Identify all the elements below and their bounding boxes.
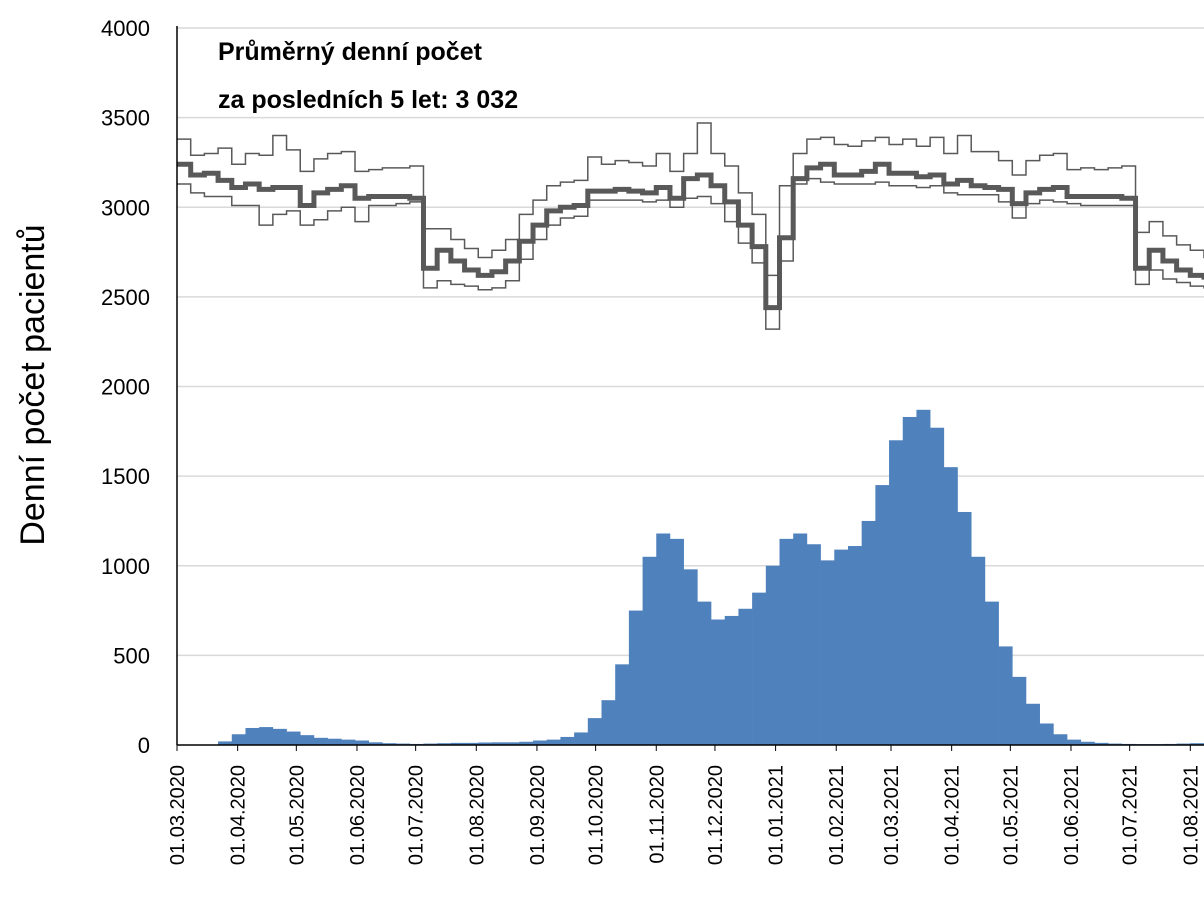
x-tick-label: 01.07.2020 [406,765,428,865]
bar [916,409,931,745]
annotation: Průměrný denní počet [218,38,483,66]
bar [861,520,876,745]
bar [656,533,671,745]
y-axis-label: Denní počet pacientů [14,224,52,545]
step-line [177,177,1204,330]
x-tick-label: 01.06.2021 [1061,765,1083,865]
bar [300,735,315,745]
bar [957,511,972,745]
bar [327,738,342,745]
x-tick-label: 01.05.2020 [286,765,308,865]
x-tick-label: 01.05.2021 [1000,765,1022,865]
bar [752,592,767,745]
bar [368,742,383,745]
bar [806,544,821,745]
annotation: za posledních 5 let: 3 032 [218,86,518,114]
x-tick-label: 01.12.2020 [705,765,727,865]
y-tick-label: 0 [138,733,150,758]
bar [642,556,657,745]
bar [615,664,630,745]
step-line [177,122,1204,277]
bar [259,727,274,745]
bar [902,416,917,745]
bar [574,732,589,745]
bar [1067,739,1082,745]
bar [245,727,260,745]
bar [1080,741,1095,745]
x-tick-label: 01.04.2021 [942,765,964,865]
bar [286,731,301,745]
bar [1094,742,1109,745]
bar [875,485,890,745]
bar [313,737,328,745]
bar [546,739,561,745]
y-tick-label: 500 [113,643,150,668]
bar [218,741,233,745]
bar [1190,743,1204,745]
bar [793,533,808,745]
x-tick-label: 01.11.2020 [646,765,668,864]
bar [1025,703,1040,745]
bar [560,736,575,745]
bar [231,734,246,745]
bar [834,549,849,745]
bar [669,538,684,745]
y-tick-label: 2000 [101,375,150,400]
y-tick-label: 4000 [101,16,150,41]
bar [820,560,835,745]
bar [1053,734,1068,745]
bar [724,615,739,745]
bar [519,741,534,745]
bar [491,742,506,745]
bar [711,619,726,745]
bar [628,610,643,745]
x-tick-label: 01.08.2020 [466,765,488,865]
bar [738,608,753,745]
bar [437,743,452,745]
bar [464,742,479,745]
x-tick-label: 01.02.2021 [826,765,848,865]
bar [971,556,986,745]
bar [697,601,712,745]
step-line [177,161,1204,311]
bar [889,440,904,745]
x-tick-label: 01.04.2020 [228,765,250,865]
bar [765,565,780,745]
y-tick-label: 1000 [101,554,150,579]
bar [533,740,548,745]
bar [1039,723,1054,745]
bar [998,646,1013,745]
x-tick-label: 01.06.2020 [347,765,369,865]
x-tick-label: 01.01.2021 [766,765,788,865]
bar [478,742,493,745]
x-tick-label: 01.03.2020 [167,765,189,865]
x-tick-label: 01.03.2021 [881,765,903,865]
y-tick-label: 3500 [101,106,150,131]
x-tick-label: 01.07.2021 [1120,765,1142,865]
x-tick-label: 01.08.2021 [1180,765,1202,865]
x-tick-label: 01.10.2020 [586,765,608,865]
y-tick-label: 3000 [101,195,150,220]
bar [505,742,520,745]
bar [984,601,999,745]
bar [382,743,397,745]
bar [355,740,370,745]
bar [587,718,602,745]
bar [450,742,465,745]
y-tick-label: 1500 [101,464,150,489]
bar [779,538,794,745]
bar [1012,676,1027,745]
bar [683,569,698,745]
bar [272,728,287,745]
bar [943,467,958,745]
bar [930,427,945,745]
bar [341,739,356,745]
bar [847,546,862,745]
y-tick-label: 2500 [101,285,150,310]
x-tick-label: 01.09.2020 [527,765,549,865]
bar [601,700,616,745]
